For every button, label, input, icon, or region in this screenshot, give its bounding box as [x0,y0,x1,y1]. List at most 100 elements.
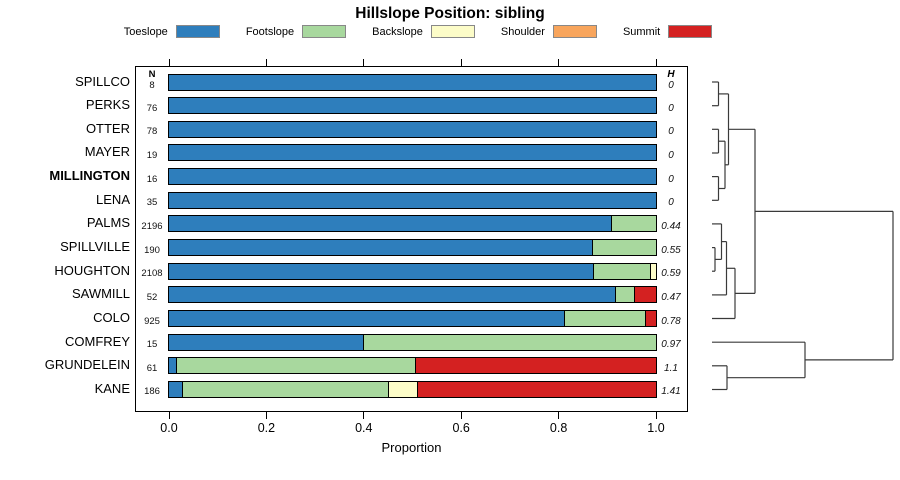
legend-label: Backslope [372,25,423,38]
x-axis-tick-top [558,59,560,66]
legend-swatch [552,25,597,38]
legend-item-footslope: Footslope [245,25,347,38]
x-axis-tick-top [168,59,170,66]
row-label: COMFREY [65,333,130,349]
h-value: 0 [668,173,674,185]
stacked-bar-houghton [168,262,657,280]
row-label: SPILLVILLE [60,239,130,255]
stacked-bar-mayer [168,144,657,162]
bar-segment-toeslope [169,98,656,114]
h-value: 0.78 [661,315,681,327]
n-value: 78 [146,126,158,138]
h-value: 1.1 [664,362,678,374]
row-label: HOUGHTON [54,262,130,278]
n-value: 186 [144,386,160,398]
h-value: 1.41 [661,386,681,398]
bar-segment-footslope [176,358,415,374]
x-axis-tick-top [460,59,462,66]
stacked-bar-spillco [168,73,657,91]
n-value: 15 [146,339,158,351]
stacked-bar-spillville [168,239,657,257]
x-axis-tick-label: 0.8 [549,421,568,435]
n-value: 8 [149,80,155,91]
legend-item-toeslope: Toeslope [124,25,220,38]
n-value: 925 [144,315,160,327]
bar-segment-toeslope [169,169,656,185]
h-value: 0.47 [661,291,681,303]
x-axis-tick-top [265,59,267,66]
bar-segment-toeslope [169,74,656,90]
h-column-header: H [667,69,675,80]
bar-segment-toeslope [169,287,616,303]
stacked-bar-palms [168,215,657,233]
h-value: 0.59 [661,268,681,280]
x-axis-tick-bottom [168,412,170,419]
bar-segment-toeslope [169,145,656,161]
row-label: MILLINGTON [49,168,130,184]
stacked-bar-lena [168,191,657,209]
n-value: 61 [146,362,158,374]
h-value: 0 [668,80,674,91]
bar-segment-footslope [564,311,646,326]
n-value: 52 [146,291,158,303]
bar-segment-backslope [650,263,656,279]
bar-segment-footslope [363,334,656,350]
bar-segment-backslope [388,381,417,397]
x-axis-tick-top [363,59,365,66]
x-axis-tick-label: 1.0 [647,421,665,435]
bar-segment-summit [414,358,657,374]
row-label: PALMS [86,215,130,231]
legend-label: Summit [622,25,661,38]
legend-swatch [668,25,713,38]
legend-item-summit: Summit [622,25,713,38]
stacked-bar-kane [168,380,657,398]
x-axis-tick-bottom [655,412,657,419]
x-axis-tick-label: 0.4 [355,421,373,435]
bar-segment-summit [634,287,656,303]
n-value: 19 [146,149,158,161]
bar-segment-summit [416,381,656,397]
stacked-bar-sawmill [168,286,657,304]
row-label: COLO [93,310,130,325]
n-value: 2196 [141,220,163,232]
legend-swatch [430,25,475,38]
n-column-header: N [148,69,156,80]
x-axis-tick-top [655,59,657,66]
bar-segment-toeslope [169,358,177,374]
stacked-bar-perks [168,97,657,115]
stacked-bar-otter [168,120,657,138]
bar-segment-footslope [182,381,389,397]
h-value: 0 [668,126,674,138]
bar-segment-footslope [615,287,635,303]
stacked-bar-comfrey [168,333,657,351]
row-label: KANE [94,380,130,396]
x-axis-tick-label: 0.6 [452,421,470,435]
legend-item-shoulder: Shoulder [501,25,597,38]
bar-segment-toeslope [169,381,183,397]
x-axis-tick-bottom [460,412,462,419]
row-label: MAYER [84,144,130,160]
bar-segment-toeslope [169,121,656,137]
plot-area [135,66,688,412]
legend-swatch [175,25,220,38]
h-value: 0.97 [661,339,681,351]
stacked-bar-millington [168,168,657,186]
row-label: OTTER [85,120,130,136]
x-axis-tick-label: 0.0 [160,421,178,435]
stacked-bar-colo [168,310,657,327]
n-value: 2108 [141,268,163,280]
legend-item-backslope: Backslope [372,25,475,38]
row-label: SPILLCO [75,73,130,89]
n-value: 76 [146,102,158,114]
bar-segment-toeslope [169,263,594,279]
x-axis-title: Proportion [381,440,442,455]
bar-segment-toeslope [169,192,656,208]
legend-label: Footslope [245,25,295,38]
bar-segment-footslope [593,263,651,279]
bar-segment-summit [645,311,657,326]
x-axis-tick-bottom [558,412,560,419]
bar-segment-toeslope [169,240,592,256]
row-label: GRUNDELEIN [44,357,130,373]
